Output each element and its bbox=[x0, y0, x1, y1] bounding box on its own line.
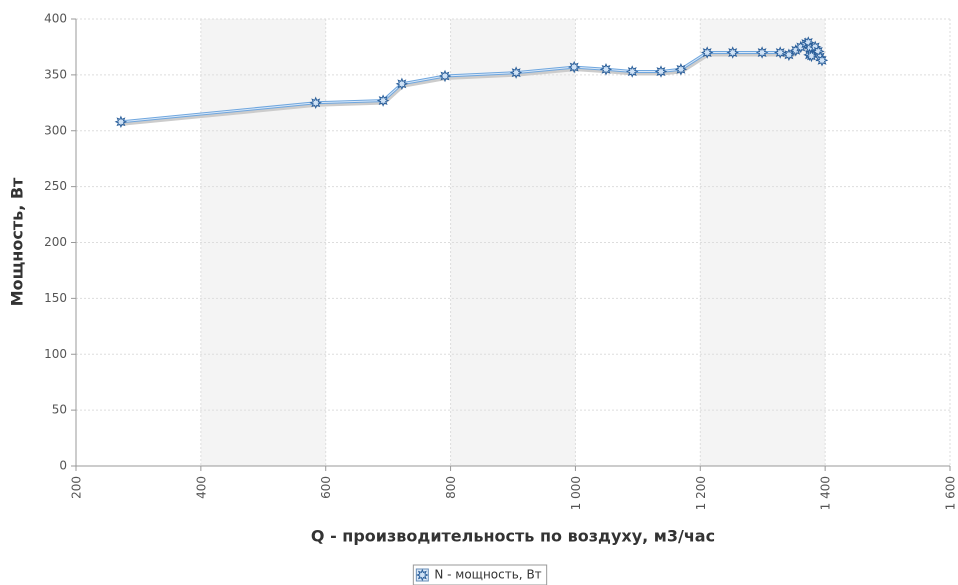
legend: N - мощность, Вт bbox=[412, 564, 548, 585]
marker bbox=[376, 94, 390, 107]
x-tick-label: 1 000 bbox=[569, 476, 583, 510]
marker bbox=[114, 115, 128, 129]
marker bbox=[438, 69, 452, 83]
marker bbox=[509, 66, 523, 79]
band bbox=[200, 19, 326, 466]
marker bbox=[625, 65, 639, 78]
y-tick-label: 300 bbox=[44, 123, 67, 137]
y-tick-label: 100 bbox=[44, 347, 67, 361]
marker bbox=[674, 63, 688, 76]
y-tick-label: 50 bbox=[52, 403, 67, 417]
x-tick-label: 400 bbox=[194, 476, 208, 499]
marker bbox=[773, 46, 787, 59]
y-tick-label: 0 bbox=[59, 459, 67, 473]
y-tick-label: 200 bbox=[44, 235, 67, 249]
legend-box bbox=[412, 564, 548, 585]
x-tick-label: 1 600 bbox=[944, 476, 958, 510]
marker bbox=[599, 63, 613, 76]
x-tick-label: 600 bbox=[319, 476, 333, 499]
y-tick-label: 250 bbox=[44, 179, 67, 193]
x-tick-label: 1 200 bbox=[694, 476, 708, 510]
marker bbox=[726, 46, 739, 59]
marker bbox=[654, 65, 668, 78]
y-tick-label: 150 bbox=[44, 291, 67, 305]
x-axis-title: Q - производительность по воздуху, м3/ча… bbox=[311, 527, 715, 546]
legend-label: N - мощность, Вт bbox=[434, 568, 541, 582]
marker bbox=[782, 48, 796, 62]
marker bbox=[815, 54, 829, 67]
y-axis-title: Мощность, Вт bbox=[8, 177, 27, 306]
x-tick-label: 800 bbox=[444, 476, 458, 499]
marker bbox=[567, 60, 581, 74]
marker bbox=[805, 49, 818, 63]
y-tick-label: 400 bbox=[44, 12, 67, 26]
legend-marker bbox=[416, 568, 429, 582]
marker bbox=[700, 46, 714, 59]
band bbox=[700, 19, 826, 466]
y-tick-label: 350 bbox=[44, 67, 67, 81]
marker bbox=[309, 96, 322, 110]
x-tick-label: 1 400 bbox=[819, 476, 833, 510]
x-tick-label: 200 bbox=[70, 476, 84, 499]
marker bbox=[755, 46, 769, 59]
marker bbox=[395, 77, 409, 91]
